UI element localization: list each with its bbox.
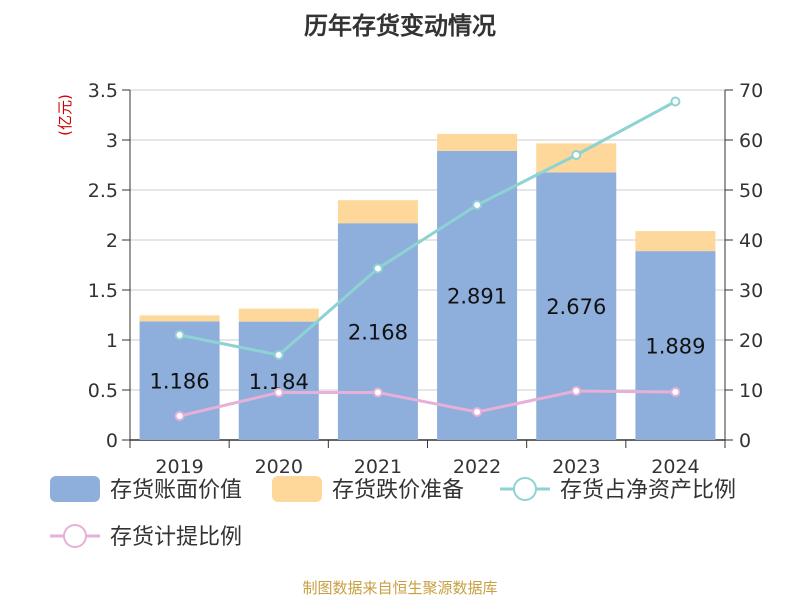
legend-label: 存货占净资产比例	[560, 478, 736, 503]
source-note: 制图数据来自恒生聚源数据库	[302, 579, 498, 597]
line-ratio-net-assets	[179, 100, 677, 357]
right-tick-label: 10	[739, 380, 763, 402]
bar-data-label: 2.891	[447, 284, 507, 308]
bar-data-label: 2.676	[546, 295, 606, 319]
bar-impairment-provision	[139, 315, 220, 322]
right-tick-label: 50	[739, 180, 763, 202]
bar-data-label: 2.168	[348, 321, 408, 345]
point-ratio-net-assets	[372, 263, 383, 274]
bar-inventory-book-value	[635, 251, 716, 440]
right-tick-label: 40	[739, 230, 763, 252]
left-axis-unit: (亿元)	[56, 94, 74, 136]
legend-label: 存货计提比例	[110, 525, 242, 550]
legend-label: 存货跌价准备	[332, 478, 464, 503]
bar-data-label: 1.186	[150, 370, 210, 394]
line-provision-ratio	[179, 389, 676, 418]
right-tick-label: 0	[739, 430, 751, 452]
left-tick-label: 2	[106, 230, 118, 252]
point-provision-ratio	[372, 387, 383, 398]
point-provision-ratio	[670, 387, 681, 397]
point-provision-ratio	[571, 386, 582, 396]
right-tick-label: 30	[739, 280, 763, 302]
left-tick-label: 0	[106, 430, 118, 452]
point-provision-ratio	[273, 387, 284, 398]
bar-impairment-provision	[337, 200, 418, 224]
point-ratio-net-assets	[174, 330, 185, 340]
point-ratio-net-assets	[670, 96, 681, 107]
point-provision-ratio	[174, 411, 185, 421]
left-tick-label: 0.5	[88, 380, 118, 402]
legend-swatch	[50, 476, 100, 502]
bar-impairment-provision	[437, 133, 518, 151]
bar-inventory-book-value	[337, 223, 418, 440]
left-tick-label: 3	[106, 130, 118, 152]
x-tick-label: 2023	[552, 456, 600, 478]
x-tick-label: 2021	[354, 456, 402, 478]
bar-impairment-provision	[635, 231, 716, 252]
bar-inventory-book-value	[437, 150, 518, 440]
bar-data-label: 1.889	[645, 335, 705, 359]
legend-marker	[63, 524, 87, 548]
left-tick-label: 3.5	[88, 80, 118, 102]
point-ratio-net-assets	[472, 200, 483, 210]
x-tick-label: 2019	[155, 456, 203, 478]
left-tick-label: 1.5	[88, 280, 118, 302]
right-tick-label: 20	[739, 330, 763, 352]
bar-impairment-provision	[238, 308, 319, 322]
chart-title: 历年存货变动情况	[304, 12, 496, 40]
right-tick-label: 70	[739, 80, 763, 102]
legend-marker	[513, 477, 537, 501]
x-tick-label: 2022	[453, 456, 501, 478]
point-ratio-net-assets	[571, 150, 582, 160]
point-ratio-net-assets	[273, 350, 284, 360]
legend-label: 存货账面价值	[110, 478, 242, 503]
right-tick-label: 60	[739, 130, 763, 152]
point-provision-ratio	[472, 407, 483, 417]
left-tick-label: 1	[106, 330, 118, 352]
x-tick-label: 2024	[651, 456, 699, 478]
x-tick-label: 2020	[255, 456, 303, 478]
legend-swatch	[272, 476, 322, 502]
left-tick-label: 2.5	[88, 180, 118, 202]
bar-inventory-book-value	[238, 321, 319, 440]
